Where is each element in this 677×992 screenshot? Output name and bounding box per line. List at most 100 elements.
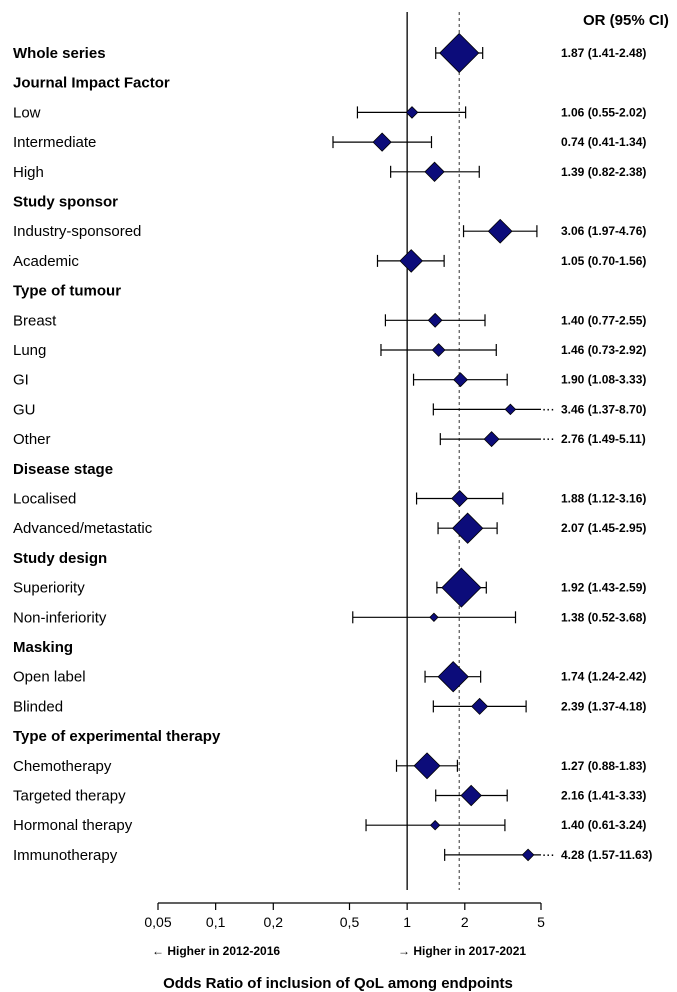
row-label: Immunotherapy	[13, 847, 118, 864]
forest-row: Hormonal therapy 1.40 (0.61-3.24)	[13, 817, 646, 834]
row-label: Lung	[13, 342, 46, 359]
or-ci-value: 2.39 (1.37-4.18)	[561, 699, 646, 713]
forest-row: GU... 3.46 (1.37-8.70)	[13, 397, 646, 418]
right-direction-label: → Higher in 2017-2021	[398, 944, 526, 958]
estimate-diamond	[399, 249, 424, 273]
forest-row: Localised 1.88 (1.12-3.16)	[13, 489, 646, 508]
forest-row: GI 1.90 (1.08-3.33)	[13, 372, 646, 389]
subgroup-header: Journal Impact Factor	[13, 75, 170, 92]
estimate-diamond	[424, 161, 445, 182]
forest-row: Immunotherapy... 4.28 (1.57-11.63)	[13, 843, 652, 864]
row-label: Intermediate	[13, 134, 96, 151]
estimate-diamond	[451, 489, 469, 508]
estimate-diamond	[441, 567, 482, 608]
or-ci-value: 3.46 (1.37-8.70)	[561, 402, 646, 416]
x-tick-label: 1	[403, 914, 411, 930]
or-ci-value: 1.38 (0.52-3.68)	[561, 610, 646, 624]
row-label: Open label	[13, 669, 86, 686]
forest-row: Other... 2.76 (1.49-5.11)	[13, 427, 646, 448]
estimate-diamond	[451, 512, 484, 544]
row-heading-label: Study design	[13, 550, 107, 567]
row-label: Industry-sponsored	[13, 223, 141, 240]
ci-truncation-dots: ...	[542, 427, 555, 444]
row-label: Superiority	[13, 580, 85, 597]
or-ci-value: 1.39 (0.82-2.38)	[561, 165, 646, 179]
or-ci-value: 1.40 (0.61-3.24)	[561, 818, 646, 832]
subgroup-header: Masking	[13, 639, 73, 656]
or-ci-value: 1.90 (1.08-3.33)	[561, 373, 646, 387]
estimate-diamond	[471, 697, 489, 715]
forest-row: Intermediate 0.74 (0.41-1.34)	[13, 132, 646, 152]
or-ci-value: 4.28 (1.57-11.63)	[561, 848, 652, 862]
forest-row: Targeted therapy 2.16 (1.41-3.33)	[13, 784, 646, 807]
ci-truncation-dots: ...	[542, 843, 555, 860]
row-heading-label: Type of experimental therapy	[13, 728, 221, 745]
row-heading-label: Disease stage	[13, 461, 113, 478]
forest-row: Academic 1.05 (0.70-1.56)	[13, 249, 646, 273]
or-ci-value: 1.06 (0.55-2.02)	[561, 105, 646, 119]
or-ci-value: 1.27 (0.88-1.83)	[561, 759, 646, 773]
estimate-diamond	[372, 132, 392, 152]
estimate-diamond	[483, 431, 500, 448]
subgroup-header: Study sponsor	[13, 194, 118, 211]
forest-row: Chemotherapy 1.27 (0.88-1.83)	[13, 752, 646, 780]
row-heading-label: Study sponsor	[13, 194, 118, 211]
forest-rows: Whole series 1.87 (1.41-2.48) Journal Impa…	[13, 32, 652, 864]
row-label: Non-inferiority	[13, 609, 107, 626]
estimate-diamond	[504, 403, 517, 416]
row-heading-label: Masking	[13, 639, 73, 656]
row-label: GI	[13, 372, 29, 389]
row-heading-label: Type of tumour	[13, 283, 121, 300]
forest-row: Whole series 1.87 (1.41-2.48)	[13, 32, 646, 74]
row-heading-label: Journal Impact Factor	[13, 75, 170, 92]
forest-row: Blinded 2.39 (1.37-4.18)	[13, 697, 646, 715]
row-label: Blinded	[13, 698, 63, 715]
or-ci-value: 2.16 (1.41-3.33)	[561, 789, 646, 803]
subgroup-header: Type of experimental therapy	[13, 728, 221, 745]
row-label: Chemotherapy	[13, 758, 112, 775]
forest-row: Industry-sponsored 3.06 (1.97-4.76)	[13, 218, 646, 244]
or-ci-value: 1.40 (0.77-2.55)	[561, 313, 646, 327]
estimate-diamond	[453, 372, 468, 388]
row-label: High	[13, 164, 44, 181]
estimate-diamond	[521, 848, 535, 862]
subgroup-header: Disease stage	[13, 461, 113, 478]
x-tick-label: 0,5	[340, 914, 360, 930]
forest-row: High 1.39 (0.82-2.38)	[13, 161, 646, 182]
x-axis-title: Odds Ratio of inclusion of QoL among end…	[163, 975, 513, 992]
x-tick-label: 5	[537, 914, 545, 930]
row-label: Targeted therapy	[13, 788, 126, 805]
forest-row: Lung 1.46 (0.73-2.92)	[13, 342, 646, 359]
x-axis: 0,05 0,1 0,2 0,5 1 2 5	[144, 902, 545, 930]
or-ci-value: 1.05 (0.70-1.56)	[561, 254, 646, 268]
x-tick-label: 0,2	[264, 914, 284, 930]
subgroup-header: Type of tumour	[13, 283, 121, 300]
row-label: Localised	[13, 491, 76, 508]
row-label: Hormonal therapy	[13, 817, 133, 834]
row-label: Breast	[13, 312, 57, 329]
row-label: GU	[13, 401, 36, 418]
left-direction-label: ← Higher in 2012-2016	[152, 944, 280, 958]
estimate-diamond	[460, 784, 482, 807]
x-tick-label: 2	[461, 914, 469, 930]
or-ci-value: 1.87 (1.41-2.48)	[561, 46, 646, 60]
or-ci-value: 1.74 (1.24-2.42)	[561, 670, 646, 684]
estimate-diamond	[429, 819, 441, 831]
or-ci-value: 1.88 (1.12-3.16)	[561, 492, 646, 506]
row-label: Academic	[13, 253, 79, 270]
estimate-diamond	[439, 32, 480, 74]
forest-row: Non-inferiority 1.38 (0.52-3.68)	[13, 609, 646, 626]
row-label: Other	[13, 431, 51, 448]
forest-row: Superiority 1.92 (1.43-2.59)	[13, 567, 646, 608]
or-ci-value: 2.07 (1.45-2.95)	[561, 521, 646, 535]
row-label: Advanced/metastatic	[13, 520, 153, 537]
estimate-diamond	[405, 106, 419, 119]
x-tick-label: 0,05	[144, 914, 171, 930]
estimate-diamond	[487, 218, 513, 244]
estimate-diamond	[429, 612, 439, 622]
or-ci-value: 1.46 (0.73-2.92)	[561, 343, 646, 357]
or-column-header: OR (95% CI)	[583, 12, 669, 29]
estimate-diamond	[437, 661, 469, 693]
estimate-diamond	[431, 343, 446, 357]
